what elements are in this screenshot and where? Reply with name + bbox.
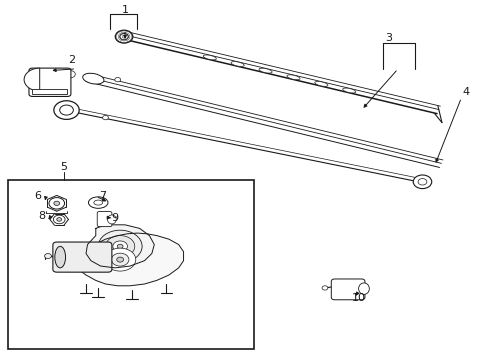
Circle shape bbox=[120, 33, 128, 40]
Ellipse shape bbox=[107, 215, 116, 224]
Circle shape bbox=[115, 30, 133, 43]
Ellipse shape bbox=[314, 81, 327, 86]
Circle shape bbox=[105, 235, 135, 257]
Ellipse shape bbox=[203, 55, 216, 60]
Text: 7: 7 bbox=[100, 191, 106, 201]
Circle shape bbox=[65, 71, 75, 78]
Text: 8: 8 bbox=[39, 211, 45, 221]
Text: 5: 5 bbox=[61, 162, 67, 172]
Bar bbox=[32, 89, 67, 94]
Ellipse shape bbox=[286, 75, 300, 80]
Ellipse shape bbox=[259, 68, 272, 73]
Circle shape bbox=[102, 116, 108, 120]
Polygon shape bbox=[86, 225, 154, 268]
Circle shape bbox=[115, 77, 121, 82]
Circle shape bbox=[49, 198, 64, 209]
Polygon shape bbox=[76, 233, 183, 286]
Text: 1: 1 bbox=[122, 5, 128, 15]
Ellipse shape bbox=[231, 62, 244, 67]
FancyBboxPatch shape bbox=[29, 68, 71, 96]
Ellipse shape bbox=[82, 73, 104, 84]
Circle shape bbox=[57, 75, 64, 81]
Text: 3: 3 bbox=[384, 33, 391, 43]
Circle shape bbox=[111, 253, 129, 266]
Circle shape bbox=[113, 241, 127, 252]
FancyBboxPatch shape bbox=[97, 212, 112, 226]
Circle shape bbox=[359, 285, 367, 292]
Bar bbox=[8, 180, 254, 348]
Circle shape bbox=[104, 248, 136, 271]
Text: 4: 4 bbox=[462, 87, 469, 97]
Circle shape bbox=[101, 216, 107, 221]
Circle shape bbox=[53, 215, 65, 224]
Circle shape bbox=[98, 230, 142, 262]
Circle shape bbox=[54, 201, 60, 206]
Circle shape bbox=[117, 257, 123, 262]
Text: 10: 10 bbox=[351, 293, 366, 303]
Text: 2: 2 bbox=[68, 55, 75, 65]
Circle shape bbox=[322, 286, 327, 290]
Circle shape bbox=[60, 105, 73, 115]
Circle shape bbox=[412, 175, 431, 189]
Ellipse shape bbox=[88, 197, 108, 208]
Circle shape bbox=[417, 179, 426, 185]
Text: 9: 9 bbox=[111, 213, 119, 222]
Circle shape bbox=[117, 244, 123, 248]
Ellipse shape bbox=[94, 200, 102, 205]
Ellipse shape bbox=[55, 246, 65, 268]
Text: 6: 6 bbox=[34, 191, 41, 201]
Ellipse shape bbox=[358, 283, 368, 294]
Circle shape bbox=[51, 71, 70, 85]
Circle shape bbox=[57, 218, 61, 221]
FancyBboxPatch shape bbox=[330, 279, 364, 300]
FancyBboxPatch shape bbox=[53, 242, 112, 272]
Circle shape bbox=[44, 253, 51, 258]
Ellipse shape bbox=[342, 88, 355, 93]
Circle shape bbox=[54, 101, 79, 120]
Wedge shape bbox=[24, 68, 40, 91]
